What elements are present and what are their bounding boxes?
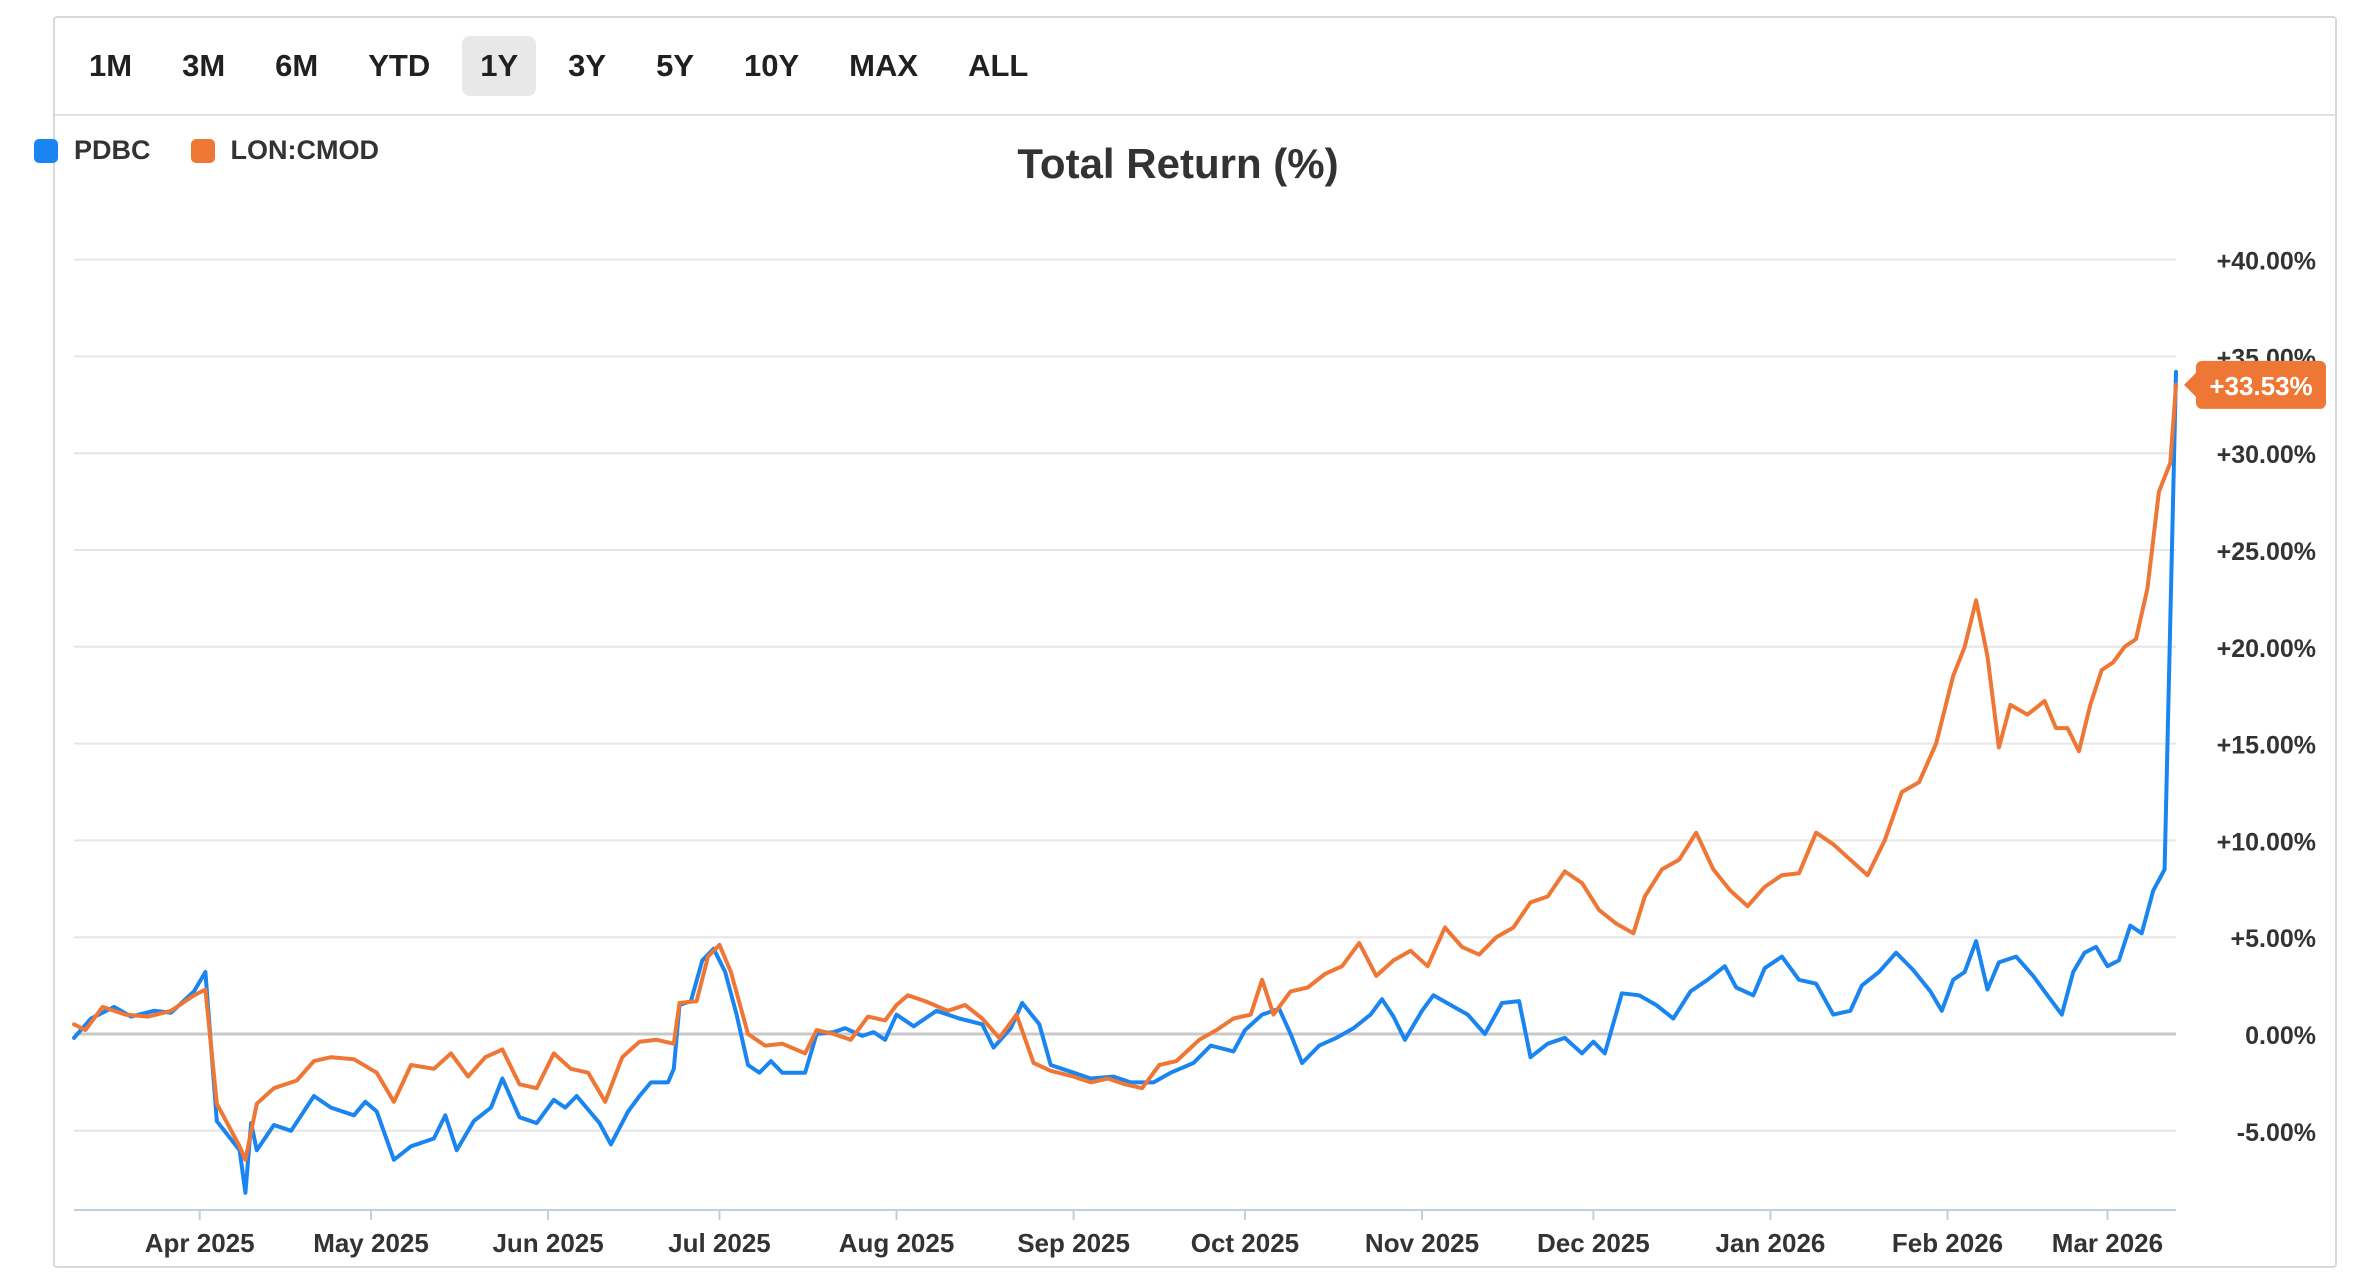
y-tick-label: -5.00% [2237,1119,2316,1147]
chart-legend: PDBC LON:CMOD [34,135,419,166]
y-tick-label: +15.00% [2217,732,2316,760]
series-line-pdbc [72,369,2178,1195]
y-tick-label: +20.00% [2217,635,2316,663]
x-tick-label: May 2025 [313,1228,429,1258]
x-tick-label: Nov 2025 [1365,1228,1479,1258]
x-tick-label: Apr 2025 [145,1228,255,1258]
range-tab-10y[interactable]: 10Y [744,48,800,83]
x-tick-label: Sep 2025 [1017,1228,1130,1258]
range-tab-5y[interactable]: 5Y [656,48,694,83]
range-tab-3m[interactable]: 3M [182,48,226,83]
y-tick-label: +30.00% [2217,441,2316,469]
range-tab-6m[interactable]: 6M [275,48,319,83]
range-tab-ytd[interactable]: YTD [368,48,431,83]
legend-label-cmod: LON:CMOD [230,135,379,165]
series-line-cmod [72,382,2178,1162]
y-tick-label: +5.00% [2231,925,2317,953]
legend-swatch-cmod [190,138,215,163]
x-tick-label: Jul 2025 [668,1228,771,1258]
y-tick-label: 0.00% [2245,1022,2316,1050]
time-range-selector: 1M 3M 6M YTD 1Y 3Y 5Y 10Y MAX ALL [55,18,2335,116]
x-tick-label: Aug 2025 [839,1228,955,1258]
legend-item-pdbc[interactable]: PDBC [34,135,151,166]
range-tab-1m[interactable]: 1M [89,48,133,83]
y-tick-label: +10.00% [2217,828,2316,856]
value-badge-pointer [2184,372,2196,397]
range-tab-1y[interactable]: 1Y [462,36,537,96]
x-tick-label: Mar 2026 [2052,1228,2163,1258]
legend-label-pdbc: PDBC [74,135,151,165]
x-tick-label: Oct 2025 [1191,1228,1299,1258]
range-tab-all[interactable]: ALL [968,48,1029,83]
x-tick-label: Jan 2026 [1716,1228,1826,1258]
range-tab-3y[interactable]: 3Y [568,48,607,83]
range-tab-max[interactable]: MAX [849,48,919,83]
legend-swatch-pdbc [34,138,58,163]
x-tick-label: Dec 2025 [1537,1228,1650,1258]
y-tick-label: +40.00% [2217,248,2316,276]
x-tick-label: Jun 2025 [492,1228,603,1258]
x-tick-label: Feb 2026 [1892,1228,2003,1258]
value-badge [2196,360,2326,409]
y-tick-label: +25.00% [2217,538,2316,566]
legend-item-cmod[interactable]: LON:CMOD [190,135,379,166]
value-badge-label: +33.53% [2209,371,2312,401]
